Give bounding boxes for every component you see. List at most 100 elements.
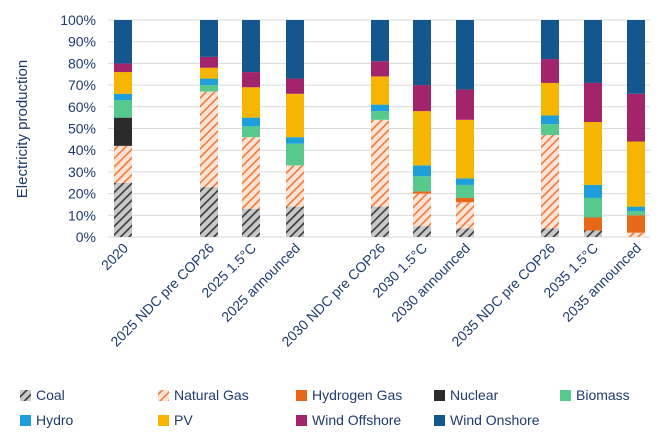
x-tick-label: 2030 announced xyxy=(388,240,473,325)
bar-segment-hydrogen-gas xyxy=(627,215,645,233)
bar-segment-wind-offshore xyxy=(456,89,474,120)
bar-segment-pv xyxy=(286,93,304,138)
bar-segment-hydrogen-gas xyxy=(413,191,431,194)
legend-swatch xyxy=(434,390,445,401)
bar-segment-coal xyxy=(541,228,559,237)
bar-stack xyxy=(286,20,304,237)
bar-stack xyxy=(413,20,431,237)
bar-segment-natural-gas xyxy=(114,145,132,183)
bar-segment-hydro xyxy=(114,93,132,101)
legend-item: Hydrogen Gas xyxy=(296,387,402,403)
bar-segment-coal xyxy=(286,206,304,237)
bar-segment-wind-onshore xyxy=(413,20,431,86)
y-tick-label: 20% xyxy=(68,186,96,202)
y-tick-label: 90% xyxy=(68,34,96,50)
bar-segment-biomass xyxy=(114,100,132,118)
bar-segment-hydro xyxy=(242,117,260,127)
bar-stack xyxy=(114,20,132,237)
bar-segment-coal xyxy=(200,187,218,237)
bar-segment-biomass xyxy=(627,210,645,216)
bar-segment-hydro xyxy=(627,206,645,211)
bar-segment-wind-onshore xyxy=(200,20,218,57)
bar-segment-pv xyxy=(627,141,645,207)
bar-segment-hydro xyxy=(286,137,304,144)
bars-group xyxy=(114,20,645,237)
y-tick-label: 30% xyxy=(68,164,96,180)
bar-segment-wind-offshore xyxy=(114,63,132,73)
bar-segment-natural-gas xyxy=(242,137,260,209)
bar-stack xyxy=(242,20,260,237)
bar-segment-natural-gas xyxy=(627,232,645,237)
x-tick-label: 2035 announced xyxy=(559,240,644,325)
y-tick-label: 40% xyxy=(68,142,96,158)
bar-segment-hydro xyxy=(413,165,431,177)
legend-item: Nuclear xyxy=(434,387,499,403)
legend-label: Wind Offshore xyxy=(312,412,401,428)
bar-segment-coal xyxy=(371,206,389,237)
legend-swatch xyxy=(560,390,571,401)
y-axis-label: Electricity production xyxy=(14,60,31,198)
bar-segment-hydrogen-gas xyxy=(584,217,602,231)
bar-segment-natural-gas xyxy=(200,91,218,188)
bar-segment-pv xyxy=(114,72,132,94)
bar-segment-natural-gas xyxy=(541,135,559,229)
bar-segment-wind-onshore xyxy=(371,20,389,62)
y-tick-label: 0% xyxy=(76,229,96,245)
bar-segment-biomass xyxy=(286,143,304,166)
bar-segment-biomass xyxy=(584,197,602,218)
bar-segment-coal xyxy=(114,182,132,237)
bar-segment-wind-offshore xyxy=(627,93,645,142)
bar-segment-coal xyxy=(413,226,431,237)
bar-segment-coal xyxy=(456,228,474,237)
bar-segment-pv xyxy=(584,121,602,185)
bar-segment-pv xyxy=(413,111,431,166)
bar-segment-biomass xyxy=(242,126,260,138)
bar-stack xyxy=(371,20,389,237)
x-tick-label: 2025 announced xyxy=(218,240,303,325)
bar-segment-nuclear xyxy=(114,117,132,146)
bar-segment-wind-offshore xyxy=(584,82,602,122)
bar-segment-wind-offshore xyxy=(413,85,431,112)
bar-segment-biomass xyxy=(413,176,431,192)
y-tick-label: 60% xyxy=(68,99,96,115)
bar-segment-wind-offshore xyxy=(200,56,218,68)
bar-segment-biomass xyxy=(200,85,218,92)
legend-item: Biomass xyxy=(560,387,630,403)
bar-segment-hydro xyxy=(200,78,218,86)
bar-segment-wind-offshore xyxy=(242,72,260,88)
bar-stack xyxy=(541,20,559,237)
bar-stack xyxy=(627,20,645,237)
y-tick-label: 10% xyxy=(68,207,96,223)
legend-label: Coal xyxy=(36,387,65,403)
bar-segment-hydro xyxy=(541,115,559,125)
bar-segment-wind-offshore xyxy=(286,78,304,94)
y-tick-label: 100% xyxy=(60,12,96,28)
legend-swatch xyxy=(296,390,307,401)
legend-swatch xyxy=(20,415,31,426)
legend-item: Natural Gas xyxy=(158,387,249,403)
bar-stack xyxy=(200,20,218,237)
bar-segment-wind-offshore xyxy=(541,59,559,83)
bar-segment-wind-onshore xyxy=(541,20,559,60)
legend-item: Hydro xyxy=(20,412,74,428)
bar-segment-pv xyxy=(242,87,260,118)
bar-segment-biomass xyxy=(541,124,559,136)
y-tick-label: 80% xyxy=(68,55,96,71)
bar-segment-hydro xyxy=(456,178,474,185)
bar-segment-wind-onshore xyxy=(627,20,645,94)
legend-label: PV xyxy=(174,412,193,428)
bar-segment-wind-onshore xyxy=(286,20,304,79)
legend-label: Hydro xyxy=(36,412,74,428)
bar-segment-hydro xyxy=(371,104,389,112)
bar-segment-pv xyxy=(456,119,474,179)
legend-item: Wind Offshore xyxy=(296,412,401,428)
y-tick-label: 50% xyxy=(68,121,96,137)
bar-segment-wind-onshore xyxy=(584,20,602,83)
bar-segment-natural-gas xyxy=(456,202,474,229)
x-tick-label: 2020 xyxy=(98,240,131,273)
bar-segment-coal xyxy=(584,230,602,237)
legend-label: Wind Onshore xyxy=(450,412,540,428)
